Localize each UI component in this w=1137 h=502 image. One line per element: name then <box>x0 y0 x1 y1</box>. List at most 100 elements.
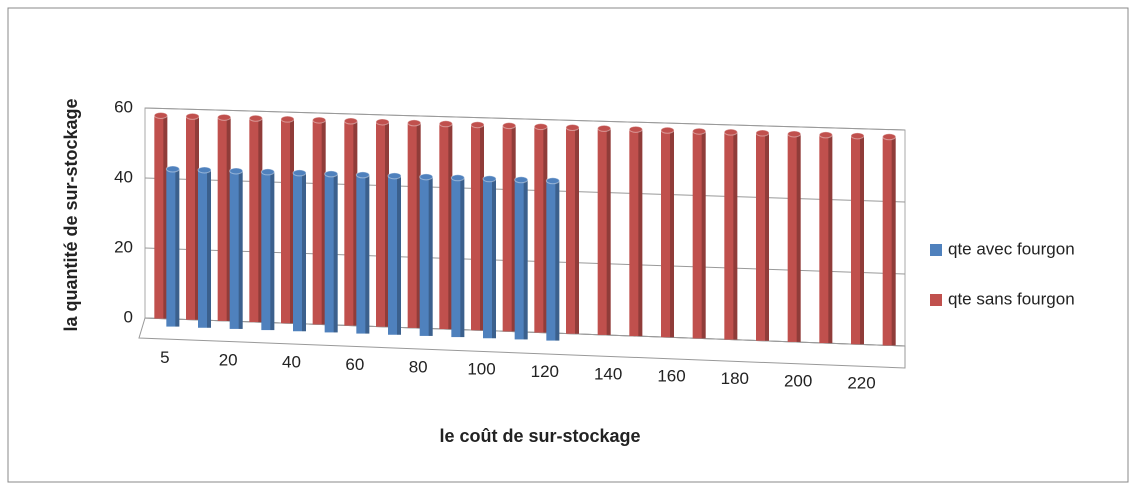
bar-body <box>439 123 453 330</box>
bar-body <box>419 176 433 336</box>
bar-body <box>787 133 801 342</box>
bar-top <box>292 169 307 177</box>
bar-body <box>629 129 643 337</box>
bar-top <box>248 114 263 122</box>
bar-top <box>165 165 180 173</box>
x-tick-label: 5 <box>160 348 169 367</box>
bar-side <box>492 178 496 339</box>
bar-top <box>533 123 548 131</box>
bar-side <box>428 176 433 336</box>
bar-side <box>385 121 389 327</box>
bar-top <box>375 118 390 126</box>
bar-side <box>860 135 864 345</box>
bar-top <box>260 168 275 176</box>
bar-side <box>207 169 211 328</box>
bar-top <box>419 173 434 181</box>
x-tick-label: 80 <box>409 357 428 376</box>
bar-side <box>733 132 738 340</box>
bar-body <box>261 171 275 331</box>
bar <box>217 113 232 321</box>
bar-top <box>660 126 675 134</box>
y-axis-title: la quantité de sur-stockage <box>61 98 81 331</box>
bar <box>260 168 275 331</box>
bar-body <box>851 135 864 345</box>
bar-top <box>450 174 465 182</box>
bar-body <box>356 174 370 334</box>
bar <box>882 133 897 346</box>
bar-body <box>388 175 401 335</box>
bar <box>387 172 402 335</box>
grid-line <box>144 107 906 131</box>
bar-top <box>565 123 580 131</box>
bar-body <box>407 122 421 328</box>
bar <box>723 128 738 340</box>
bar <box>280 115 295 324</box>
bar-top <box>482 175 497 183</box>
bar-top <box>470 121 485 129</box>
bar-body <box>312 120 326 325</box>
bar-top <box>355 171 370 179</box>
bar-side <box>638 129 643 337</box>
bar-top <box>882 133 897 141</box>
bar-body <box>483 178 496 339</box>
y-tick-label: 20 <box>114 237 133 256</box>
bar-body <box>186 116 199 320</box>
bar-body <box>882 136 896 346</box>
legend-label: qte avec fourgon <box>948 239 1075 258</box>
bar <box>787 130 802 342</box>
x-tick-label: 100 <box>467 360 495 379</box>
bar-body <box>756 133 769 341</box>
bar <box>355 171 370 334</box>
bar-top <box>343 117 358 125</box>
bar-side <box>606 128 611 335</box>
bar <box>818 131 833 344</box>
bar-side <box>321 120 326 325</box>
bar-body <box>502 125 516 332</box>
bar-side <box>701 131 706 339</box>
bar <box>185 112 200 320</box>
x-axis-title: le coût de sur-stockage <box>439 426 640 446</box>
x-tick-label: 200 <box>784 371 812 390</box>
bar-body <box>514 179 528 340</box>
x-tick-label: 60 <box>345 355 364 374</box>
y-tick-label: 60 <box>114 97 133 116</box>
x-tick-label: 220 <box>847 374 875 393</box>
bar <box>755 129 770 341</box>
bar-body <box>344 121 358 326</box>
bar-side <box>765 133 769 341</box>
bar-side <box>670 130 674 338</box>
bar-top <box>197 166 212 174</box>
bar-side <box>258 118 263 323</box>
bar-side <box>270 171 275 331</box>
bar-top <box>723 128 738 136</box>
bar-side <box>353 121 358 326</box>
bar-side <box>575 127 579 334</box>
bar-side <box>175 168 180 327</box>
bar <box>597 124 612 335</box>
bar <box>375 118 390 327</box>
bar <box>248 114 263 323</box>
bar-side <box>523 179 528 340</box>
bar <box>628 125 643 337</box>
bar <box>419 173 434 336</box>
bar-body <box>471 124 484 331</box>
bar-side <box>555 180 560 341</box>
bar-top <box>692 127 707 135</box>
bar-side <box>543 126 548 333</box>
bar <box>343 117 358 326</box>
bar-body <box>451 177 465 338</box>
bar <box>660 126 675 338</box>
bar-body <box>249 118 263 323</box>
bar <box>229 167 244 329</box>
bar-body <box>229 170 243 329</box>
x-tick-label: 180 <box>721 369 749 388</box>
bar-side <box>226 117 231 321</box>
bar <box>165 165 180 327</box>
bar-body <box>198 169 211 328</box>
bar <box>482 175 497 339</box>
bar-body <box>692 131 706 339</box>
legend-swatch <box>930 244 942 256</box>
bar <box>324 170 339 333</box>
bar-side <box>460 177 465 338</box>
